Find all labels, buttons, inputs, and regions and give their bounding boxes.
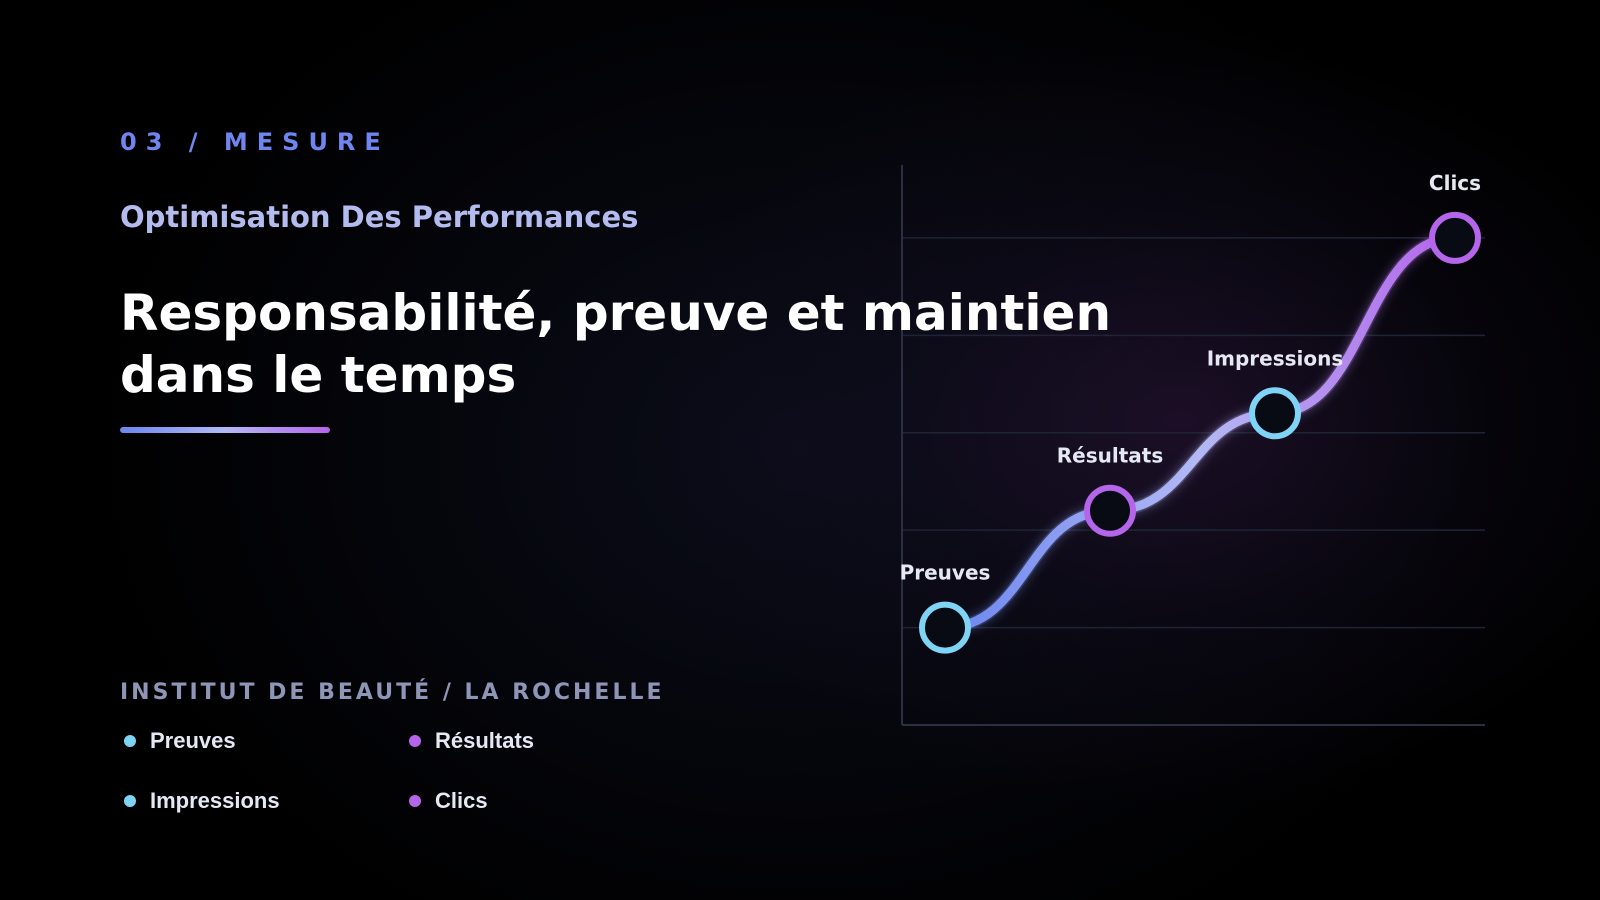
legend-label: Résultats [435, 728, 535, 753]
data-label: Preuves [900, 561, 990, 585]
page-title-line-2: dans le temps [120, 346, 517, 404]
data-point [1084, 484, 1136, 537]
legend-item-impressions: Impressions [120, 788, 280, 814]
client-label: INSTITUT DE BEAUTÉ / LA ROCHELLE [120, 680, 665, 705]
data-label: Clics [1429, 171, 1481, 195]
growth-chart-svg: Preuves Résultats Impressions Clics [900, 165, 1485, 726]
legend-item-preuves: Preuves [120, 728, 236, 754]
legend-dot-icon [124, 795, 136, 807]
page-title: Responsabilité, preuve et maintien dans … [120, 282, 1111, 406]
legend-item-resultats: Résultats [405, 728, 534, 754]
legend-label: Impressions [150, 788, 280, 813]
legend-label: Clics [435, 788, 488, 813]
legend-dot-icon [409, 795, 421, 807]
data-label: Résultats [1057, 444, 1163, 468]
legend-item-clics: Clics [405, 788, 488, 814]
series-line [940, 233, 1460, 633]
title-accent-bar [120, 427, 330, 433]
data-point [919, 601, 971, 654]
data-point [1429, 211, 1481, 264]
growth-chart: Preuves Résultats Impressions Clics [900, 150, 1540, 740]
legend-label: Preuves [150, 728, 236, 753]
legend-dot-icon [124, 735, 136, 747]
page-title-line-1: Responsabilité, preuve et maintien [120, 284, 1112, 342]
legend-dot-icon [409, 735, 421, 747]
data-point [1249, 387, 1301, 440]
data-label: Impressions [1207, 346, 1344, 370]
section-eyebrow: 03 / MESURE [120, 128, 390, 156]
section-subtitle: Optimisation Des Performances [120, 200, 639, 234]
